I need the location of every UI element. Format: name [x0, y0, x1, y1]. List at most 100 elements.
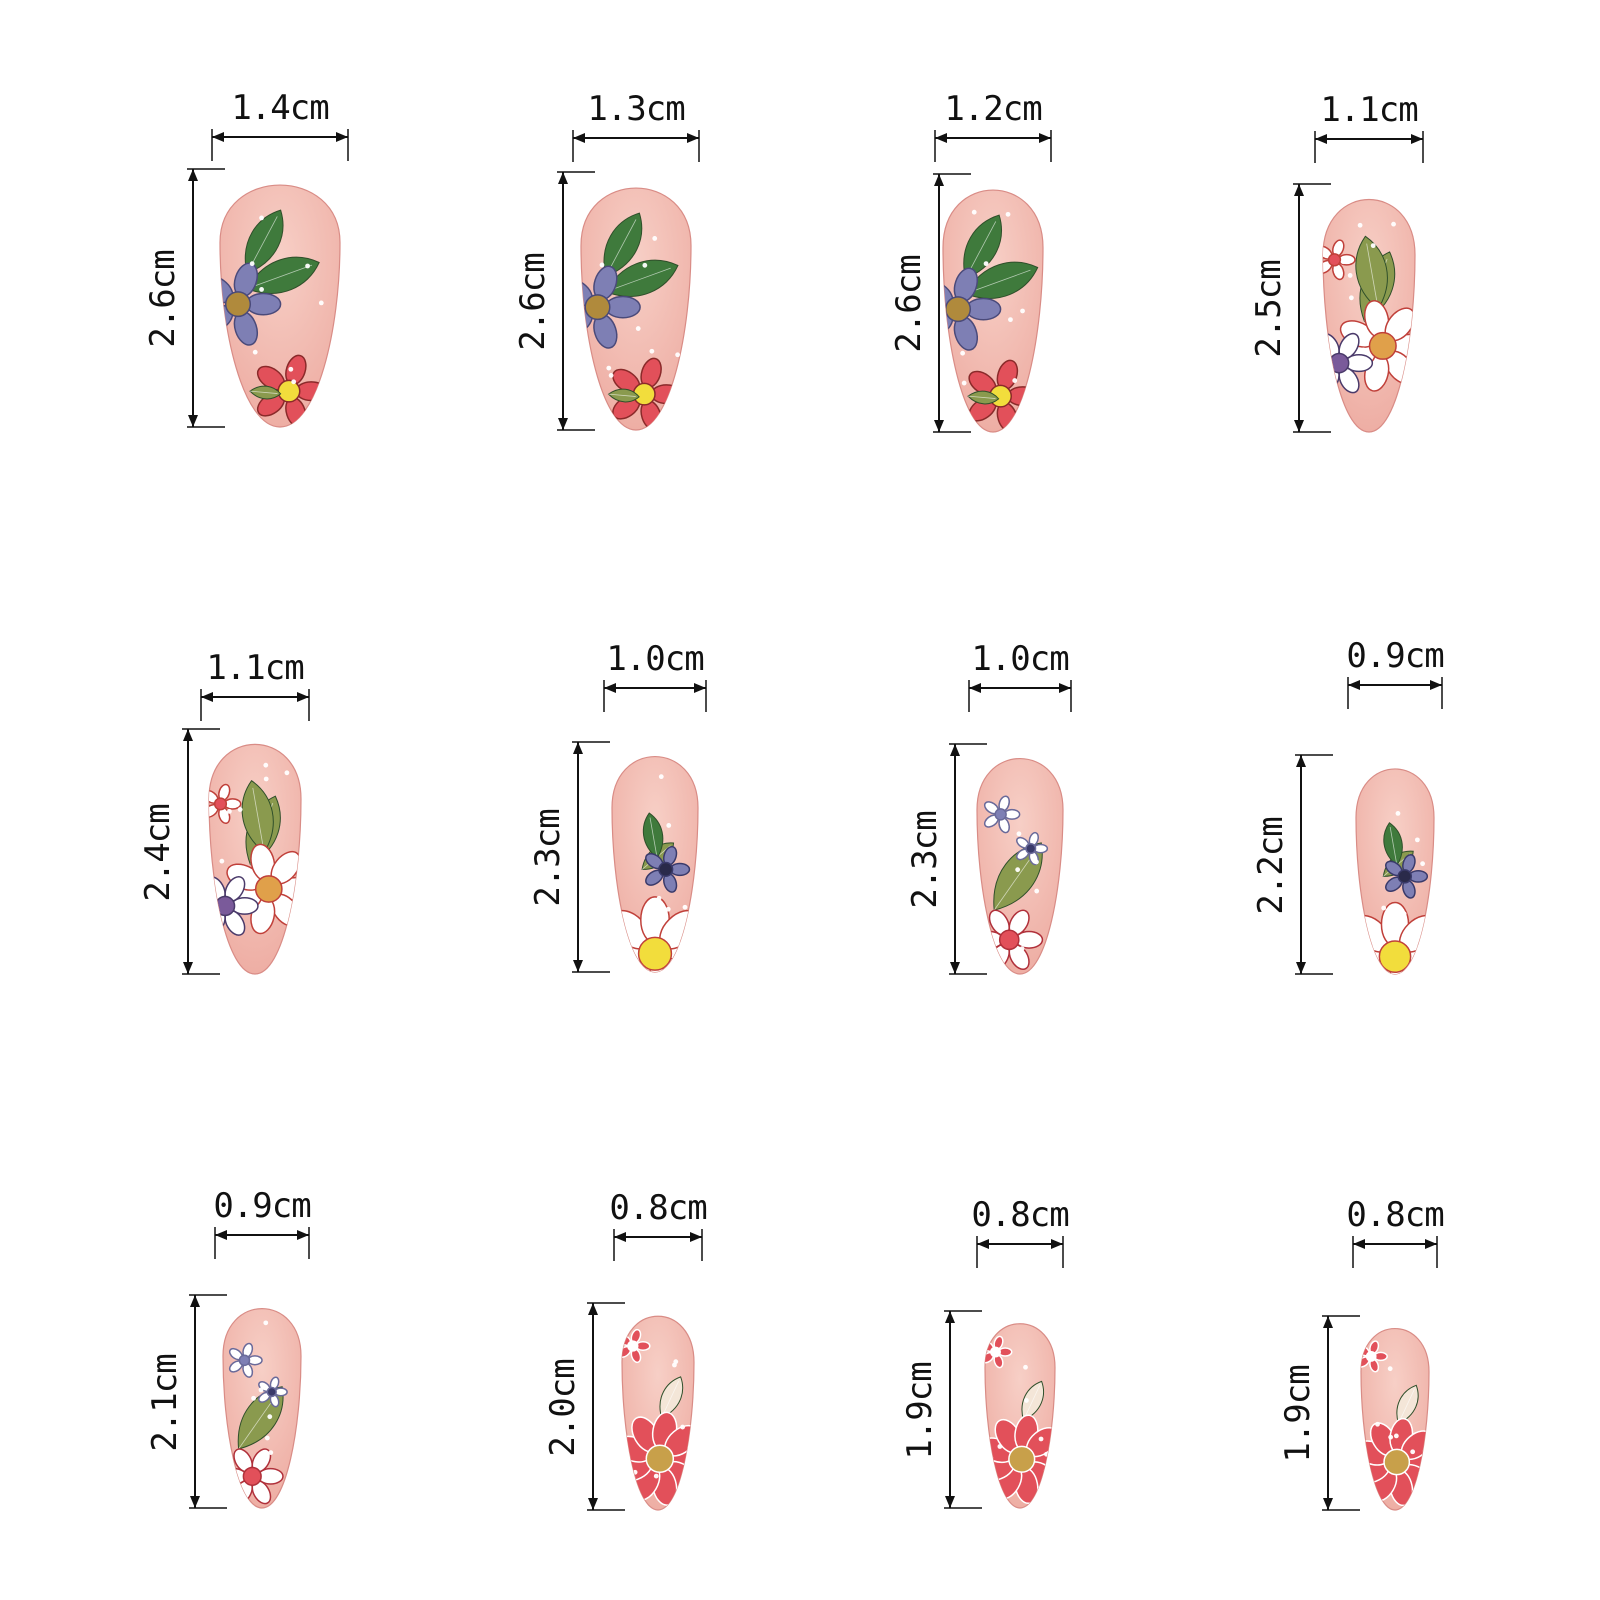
nail-7 [976, 758, 1064, 975]
width-dimension [613, 1229, 703, 1261]
nail-3 [942, 189, 1044, 433]
length-label: 2.0cm [543, 1358, 583, 1457]
width-label: 1.1cm [1320, 90, 1418, 130]
nail-5 [208, 743, 302, 975]
arrow-up-icon [588, 1303, 598, 1315]
dot-decoration [599, 262, 605, 268]
arrow-left-icon [614, 1232, 626, 1242]
flower-icon [983, 795, 1021, 834]
dot-decoration [1375, 1421, 1380, 1427]
dot-decoration [1361, 347, 1366, 353]
arrow-left-icon [604, 683, 616, 693]
leaf-icon [1396, 1384, 1419, 1425]
flower-icon [256, 354, 328, 427]
dot-decoration [237, 807, 243, 812]
arrow-up-icon [183, 729, 193, 741]
dot-decoration [251, 1395, 256, 1401]
leaf-icon [1355, 235, 1388, 310]
flower-icon [645, 845, 691, 893]
length-label: 2.4cm [138, 803, 178, 902]
dot-decoration [1381, 905, 1387, 911]
length-dimension [587, 1302, 625, 1511]
leaf-icon [249, 385, 282, 400]
dot-decoration [1401, 911, 1407, 917]
dot-decoration [677, 913, 683, 919]
dot-decoration [268, 1450, 274, 1455]
nail-art [209, 762, 301, 936]
length-dimension [187, 168, 225, 428]
flower-icon [1016, 831, 1049, 866]
dot-decoration [258, 1387, 264, 1393]
dot-decoration [263, 762, 269, 768]
arrow-up-icon [573, 742, 583, 754]
arrow-down-icon [1296, 962, 1306, 974]
dot-decoration [1387, 1366, 1393, 1372]
arrow-up-icon [1294, 184, 1304, 196]
dot-decoration [1016, 831, 1022, 837]
flower-icon [1356, 901, 1434, 974]
arrow-left-icon [1348, 680, 1360, 690]
dot-decoration [1414, 837, 1420, 843]
dot-decoration [1395, 811, 1401, 816]
arrow-down-icon [190, 1496, 200, 1508]
width-dimension [572, 130, 700, 162]
dot-decoration [1019, 946, 1025, 952]
leaf-icon [659, 1376, 684, 1419]
width-dimension [1347, 677, 1443, 709]
leaf-icon [605, 259, 679, 297]
length-dimension [1295, 754, 1333, 975]
dot-decoration [997, 1444, 1003, 1449]
dot-decoration [1388, 1434, 1394, 1440]
dot-decoration [288, 366, 294, 372]
dot-decoration [267, 1414, 273, 1420]
length-label: 2.1cm [145, 1353, 185, 1452]
arrow-right-icon [1425, 1239, 1437, 1249]
width-label: 1.4cm [231, 88, 329, 128]
dot-decoration [291, 379, 297, 385]
width-label: 0.8cm [609, 1188, 707, 1228]
width-dimension [968, 680, 1072, 712]
arrow-right-icon [690, 1232, 702, 1242]
arrow-left-icon [215, 1230, 227, 1240]
arrow-down-icon [183, 962, 193, 974]
dot-decoration [666, 823, 672, 828]
dot-decoration [1410, 1449, 1416, 1455]
arrow-down-icon [1294, 420, 1304, 432]
arrow-down-icon [588, 1498, 598, 1510]
nail-1 [219, 184, 341, 428]
arrow-right-icon [687, 133, 699, 143]
width-label: 1.1cm [206, 648, 304, 688]
length-dimension [572, 741, 610, 973]
flower-icon [985, 1335, 1013, 1369]
dot-decoration [656, 895, 662, 901]
width-label: 1.0cm [606, 639, 704, 679]
length-dimension [182, 728, 220, 975]
length-dimension [189, 1294, 227, 1509]
dot-decoration [649, 348, 655, 354]
nail-12 [1360, 1327, 1430, 1511]
arrow-up-icon [945, 1311, 955, 1323]
dot-decoration [971, 209, 977, 215]
arrow-right-icon [297, 692, 309, 702]
nail-8 [1355, 768, 1435, 975]
dot-decoration [1034, 859, 1039, 865]
dot-decoration [1034, 888, 1040, 894]
flower-icon [228, 1342, 263, 1378]
nail-11 [984, 1323, 1056, 1509]
dot-decoration [1348, 295, 1354, 301]
arrow-down-icon [573, 960, 583, 972]
dot-decoration [680, 1424, 685, 1430]
arrow-up-icon [188, 169, 198, 181]
length-dimension [557, 171, 595, 431]
nail-4 [1322, 198, 1416, 433]
nail-art [220, 209, 328, 427]
dot-decoration [1340, 259, 1346, 265]
arrow-left-icon [977, 1239, 989, 1249]
width-label: 1.3cm [587, 89, 685, 129]
arrow-right-icon [1051, 1239, 1063, 1249]
leaf-icon [1021, 1380, 1045, 1421]
dot-decoration [1420, 861, 1426, 867]
arrow-right-icon [336, 132, 348, 142]
